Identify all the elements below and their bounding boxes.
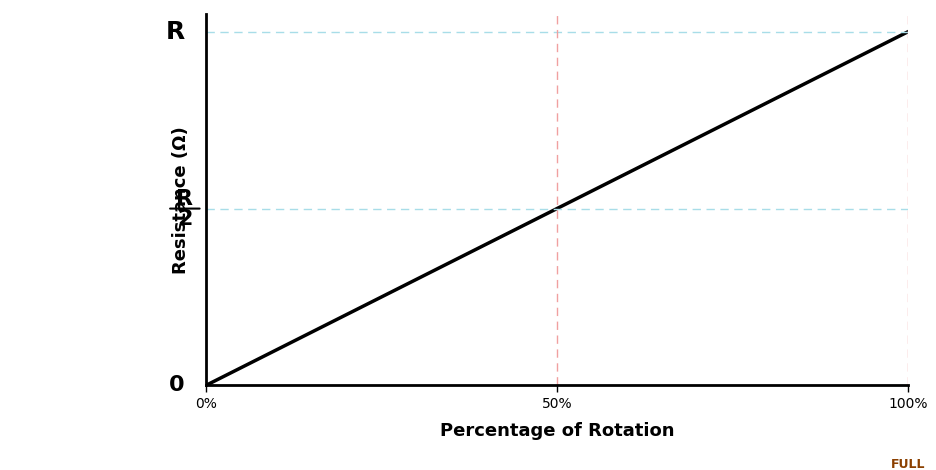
- Text: 2: 2: [177, 209, 193, 228]
- Text: 0: 0: [169, 376, 185, 395]
- Y-axis label: Resistance (Ω): Resistance (Ω): [172, 126, 190, 274]
- Text: FULL
ROTATION: FULL ROTATION: [872, 458, 936, 470]
- Text: R: R: [176, 188, 194, 209]
- X-axis label: Percentage of Rotation: Percentage of Rotation: [440, 423, 674, 440]
- Text: R: R: [166, 20, 185, 44]
